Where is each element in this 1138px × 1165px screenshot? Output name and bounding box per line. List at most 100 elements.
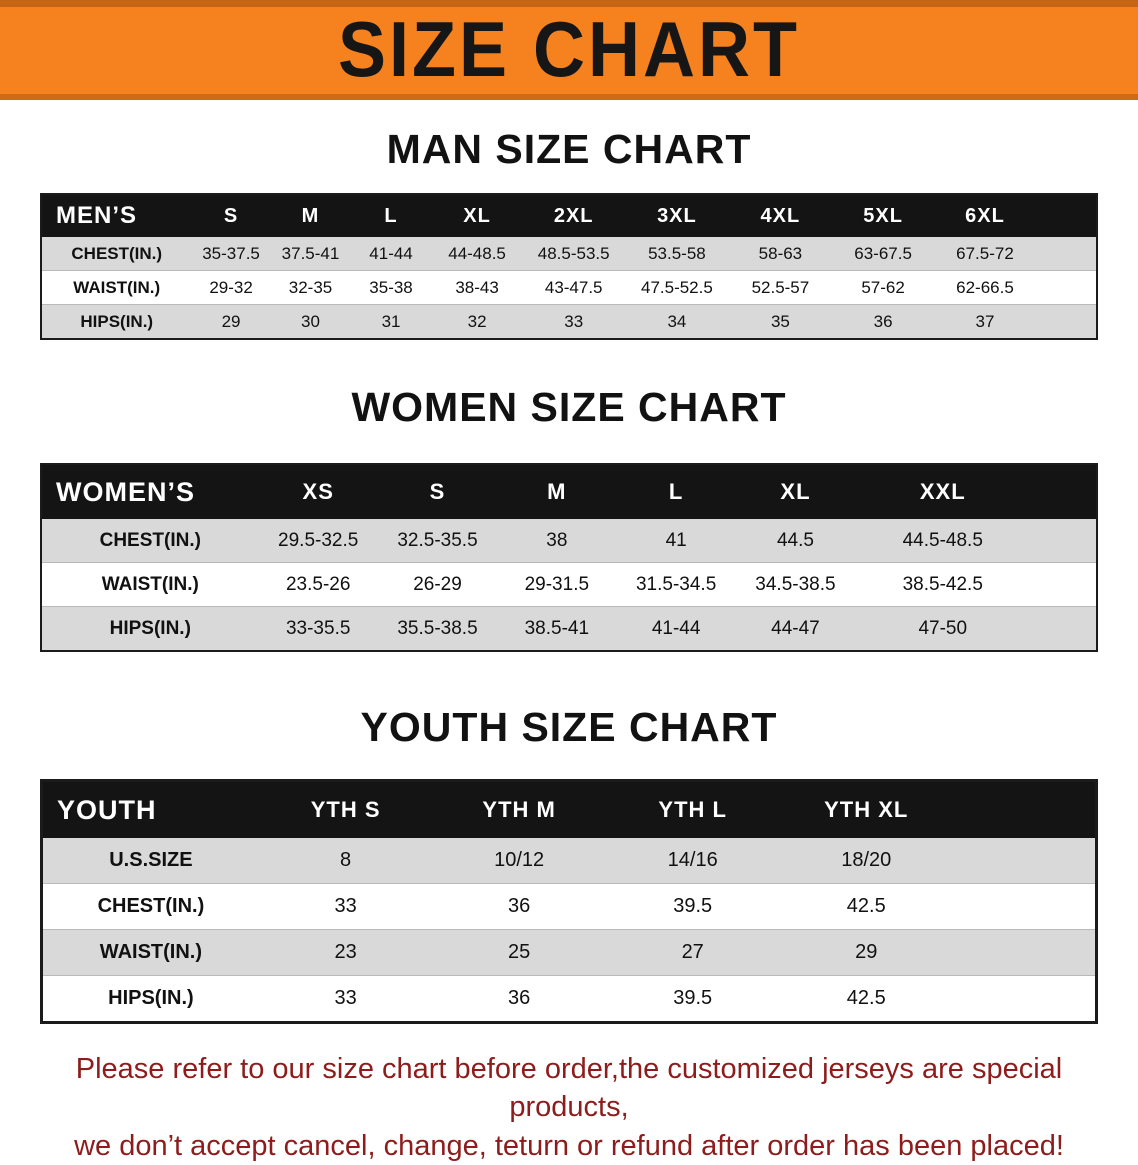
men-chest-in-value-4: 44-48.5 xyxy=(448,243,506,263)
youth-size-header-2: YTH M xyxy=(432,780,606,838)
men-waist-in-value-4: 38-43 xyxy=(455,277,499,297)
men-size-header-3: L xyxy=(350,194,432,237)
youth-row-label-hips-in: HIPS(IN.) xyxy=(108,987,194,1009)
women-chest-in-value-4: 41 xyxy=(665,529,687,551)
youth-row-chest-in: CHEST(IN.) 33 36 39.5 42.5 xyxy=(41,883,1097,930)
women-row-waist-in: WAIST(IN.) 23.5-26 26-29 29-31.5 31.5-34.5 34… xyxy=(41,562,1097,607)
men-waist-in-value-1: 29-32 xyxy=(209,277,253,297)
banner-title: SIZE CHART xyxy=(338,6,800,94)
women-waist-in-value-6: 38.5-42.5 xyxy=(902,573,983,595)
men-hips-in-value-8: 36 xyxy=(873,311,893,331)
youth-hips-in-value-4: 42.5 xyxy=(846,987,886,1009)
youth-chest-in-value-4: 42.5 xyxy=(846,895,886,917)
men-size-header-5: 2XL xyxy=(522,194,625,237)
women-section-title: WOMEN SIZE CHART xyxy=(351,384,787,430)
size-chart-banner: SIZE CHART xyxy=(0,0,1138,100)
women-size-header-1: XS xyxy=(258,464,378,519)
men-size-header-4: XL xyxy=(431,194,523,237)
men-chest-in-value-6: 53.5-58 xyxy=(648,243,706,263)
women-waist-in-value-2: 26-29 xyxy=(413,573,462,595)
men-waist-in-value-8: 57-62 xyxy=(861,277,905,297)
men-chest-in-value-9: 67.5-72 xyxy=(956,243,1014,263)
men-size-header-1: S xyxy=(191,194,271,237)
youth-waist-in-value-2: 25 xyxy=(508,941,531,963)
youth-u-s-size-value-3: 14/16 xyxy=(667,849,718,871)
men-hips-in-filler xyxy=(1036,305,1097,340)
men-header-filler xyxy=(1035,194,1097,237)
men-size-header-8: 5XL xyxy=(831,194,935,237)
women-hips-in-value-1: 33-35.5 xyxy=(285,617,351,639)
men-hips-in-value-9: 37 xyxy=(975,311,995,331)
men-row-label-hips-in: HIPS(IN.) xyxy=(80,311,154,331)
women-size-header-6: XXL xyxy=(855,464,1031,519)
women-hips-in-value-4: 41-44 xyxy=(651,617,701,639)
women-size-header-3: M xyxy=(497,464,617,519)
women-hips-in-filler xyxy=(1030,607,1097,652)
youth-hips-in-filler xyxy=(953,976,1096,1023)
women-size-header-2: S xyxy=(377,464,498,519)
women-hips-in-value-5: 44-47 xyxy=(771,617,820,639)
men-size-header-2: M xyxy=(270,194,351,237)
youth-chest-in-value-1: 33 xyxy=(334,895,357,917)
men-hips-in-value-5: 33 xyxy=(564,311,584,331)
men-row-chest-in: CHEST(IN.) 35-37.5 37.5-41 41-44 44-48.5 48.5… xyxy=(41,237,1097,271)
youth-u-s-size-value-4: 18/20 xyxy=(841,849,892,871)
men-hips-in-value-6: 34 xyxy=(667,311,687,331)
men-size-header-6: 3XL xyxy=(624,194,729,237)
men-chest-in-filler xyxy=(1036,237,1097,271)
men-table-label: MEN’S xyxy=(41,194,192,237)
footer-notice: Please refer to our size chart before or… xyxy=(20,1050,1118,1165)
men-hips-in-value-7: 35 xyxy=(770,311,790,331)
women-hips-in-value-3: 38.5-41 xyxy=(524,617,590,639)
men-hips-in-value-1: 29 xyxy=(221,311,241,331)
women-waist-in-value-4: 31.5-34.5 xyxy=(635,573,717,595)
men-row-label-waist-in: WAIST(IN.) xyxy=(73,277,161,297)
men-size-table: MEN’S S M L XL 2XL 3XL 4XL 5XL 6XL CHEST(IN.) 35-37… xyxy=(40,193,1098,340)
youth-header-row: YOUTH YTH S YTH M YTH L YTH XL xyxy=(41,780,1097,838)
women-chest-in-value-3: 38 xyxy=(546,529,568,551)
men-hips-in-value-2: 30 xyxy=(301,311,320,331)
youth-waist-in-filler xyxy=(953,930,1096,976)
youth-chest-in-value-3: 39.5 xyxy=(673,895,713,917)
men-section-title: MAN SIZE CHART xyxy=(386,126,752,172)
men-waist-in-value-5: 43-47.5 xyxy=(544,277,603,297)
footer-line-1: Please refer to our size chart before or… xyxy=(75,1053,1063,1124)
men-chest-in-value-1: 35-37.5 xyxy=(202,243,260,263)
men-waist-in-value-3: 35-38 xyxy=(369,277,413,297)
women-hips-in-value-6: 47-50 xyxy=(918,617,968,639)
youth-section-title: YOUTH SIZE CHART xyxy=(360,704,778,750)
women-chest-in-value-6: 44.5-48.5 xyxy=(902,529,983,551)
men-waist-in-value-2: 32-35 xyxy=(288,277,333,297)
youth-size-table: YOUTH YTH S YTH M YTH L YTH XL U.S.SIZE 8 10/12… xyxy=(40,779,1098,1024)
men-hips-in-value-3: 31 xyxy=(381,311,401,331)
men-header-row: MEN’S S M L XL 2XL 3XL 4XL 5XL 6XL xyxy=(41,194,1097,237)
youth-waist-in-value-3: 27 xyxy=(681,941,704,963)
men-waist-in-value-6: 47.5-52.5 xyxy=(640,277,713,297)
men-row-label-chest-in: CHEST(IN.) xyxy=(71,243,163,263)
youth-row-label-chest-in: CHEST(IN.) xyxy=(97,895,205,917)
youth-table-wrapper: YOUTH YTH S YTH M YTH L YTH XL U.S.SIZE 8 10/12… xyxy=(40,779,1098,1024)
youth-header-filler xyxy=(953,780,1097,838)
youth-row-hips-in: HIPS(IN.) 33 36 39.5 42.5 xyxy=(41,975,1097,1023)
women-table-label: WOMEN’S xyxy=(41,464,259,519)
women-chest-in-value-5: 44.5 xyxy=(776,529,814,551)
men-table-wrapper: MEN’S S M L XL 2XL 3XL 4XL 5XL 6XL CHEST(IN.) 35-37… xyxy=(40,193,1098,340)
men-waist-in-value-9: 62-66.5 xyxy=(956,277,1014,297)
women-waist-in-filler xyxy=(1030,563,1097,607)
women-header-filler xyxy=(1030,464,1097,519)
men-row-hips-in: HIPS(IN.) 29 30 31 32 33 34 35 36 37 xyxy=(41,304,1097,340)
women-waist-in-value-5: 34.5-38.5 xyxy=(755,573,836,595)
women-row-hips-in: HIPS(IN.) 33-35.5 35.5-38.5 38.5-41 41-44 44-… xyxy=(41,606,1097,652)
footer-line-2: we don’t accept cancel, change, teturn o… xyxy=(74,1129,1064,1162)
men-chest-in-value-3: 41-44 xyxy=(369,243,413,263)
women-waist-in-value-3: 29-31.5 xyxy=(524,573,590,595)
youth-size-header-3: YTH L xyxy=(605,780,780,838)
youth-hips-in-value-3: 39.5 xyxy=(673,987,713,1009)
youth-u-s-size-filler xyxy=(953,838,1096,884)
youth-hips-in-value-1: 33 xyxy=(334,987,357,1009)
youth-hips-in-value-2: 36 xyxy=(508,987,531,1009)
women-waist-in-value-1: 23.5-26 xyxy=(285,573,351,595)
men-chest-in-value-8: 63-67.5 xyxy=(854,243,912,263)
men-size-header-7: 4XL xyxy=(728,194,832,237)
women-size-header-5: XL xyxy=(735,464,856,519)
